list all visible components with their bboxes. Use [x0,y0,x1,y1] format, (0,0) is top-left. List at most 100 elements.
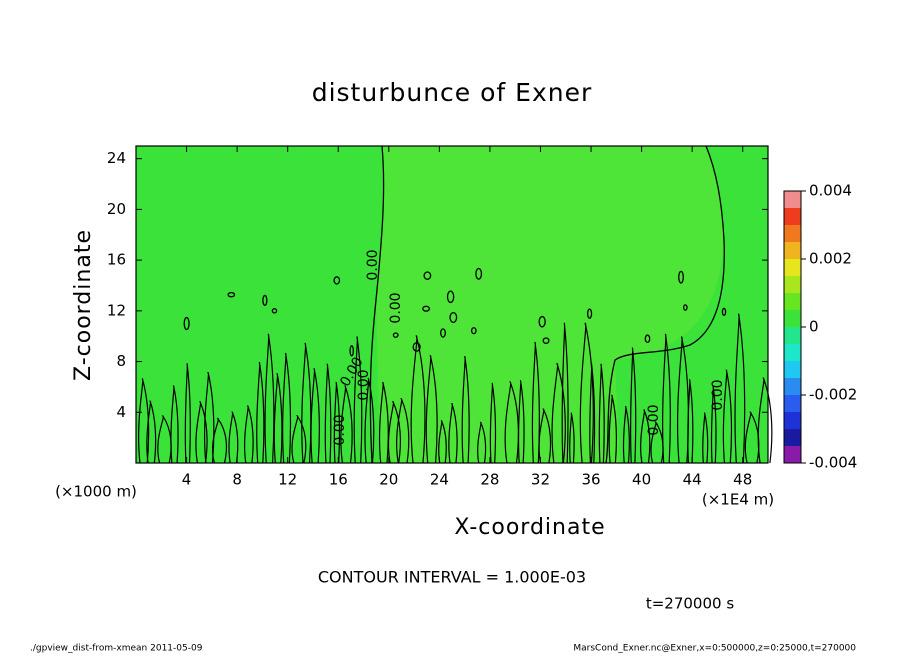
y-tick-label: 12 [107,301,126,319]
colorbar-band [784,242,801,259]
colorbar-band [784,378,801,395]
contour-label: 0.00 [646,404,662,435]
contour-line [353,336,363,464]
colorbar-tick-label: 0.004 [809,182,852,200]
contour-line [138,378,150,464]
colorbar-band [784,412,801,429]
contour-interval: CONTOUR INTERVAL = 1.000E-03 [318,568,586,587]
contour-label: 0.00 [332,414,348,445]
contour-line [622,405,630,464]
x-tick-label: 48 [733,471,752,489]
contour-line [640,409,651,464]
contour-line [644,334,651,344]
plot-frame [135,145,769,464]
colorbar-band [784,208,801,225]
contour-line [569,412,575,464]
colorbar-band [784,259,801,276]
colorbar-band [784,276,801,293]
footer-left: ./gpview_dist-from-xmean 2011-05-09 [30,644,203,654]
contour-line [364,377,375,464]
x-tick-label: 8 [232,471,242,489]
contour-line [333,276,341,285]
contour-line [228,411,239,464]
contour-line [461,356,470,464]
contour-line [448,403,458,464]
contour-line [605,145,725,464]
time-label: t=270000 s [646,595,734,613]
contour-line [683,304,688,311]
colorbar-band [784,225,801,242]
contour-line [687,379,694,464]
colorbar-band [784,327,801,344]
contour-line [410,335,426,464]
contour-line [369,145,385,464]
x-tick-label: 40 [632,471,651,489]
colorbar-band [784,361,801,378]
contour-line [517,380,525,464]
contour-line [310,368,320,464]
contour-line [282,352,292,464]
contour-line [542,337,550,344]
contour-line [579,322,594,464]
x-tick-label: 24 [430,471,449,489]
contour-line [392,332,399,338]
contour-line [273,373,283,464]
colorbar-band [784,429,801,446]
colorbar-band [784,310,801,327]
contour-line [470,327,477,335]
contour-line [629,347,637,464]
contour-line [396,398,410,464]
contour-line [722,369,733,464]
colorbar-band [784,446,801,463]
contour-line [170,385,179,464]
footer-right: MarsCond_Exner.nc@Exner,x=0:500000,z=0:2… [573,644,856,654]
x-tick-label: 16 [329,471,348,489]
contour-line [538,408,552,464]
colorbar-tick-label: 0 [809,318,819,336]
x-unit: (×1E4 m) [702,491,774,509]
plot-area [136,145,773,464]
contour-line [425,355,438,464]
contour-line [333,381,340,464]
y-tick-label: 20 [107,200,126,218]
x-tick-label: 4 [182,471,192,489]
colorbar-band [784,293,801,310]
contour-line [440,328,446,338]
contour-line [710,385,717,464]
contour-line [423,271,432,280]
contour-line [244,405,254,464]
contour-line [438,420,447,464]
contour-line [349,345,354,357]
x-tick-label: 36 [581,471,600,489]
contour-line [256,361,265,464]
contour-line [271,308,278,314]
contour-line [598,363,605,464]
contour-line [531,341,540,464]
y-tick-label: 4 [116,403,126,421]
colorbar-band [784,395,801,412]
contour-line [757,377,773,464]
contour-line [387,401,401,464]
contour-label: 0.00 [365,249,381,280]
contour-line [538,315,546,328]
contour-line [146,400,157,464]
x-tick-label: 44 [683,471,702,489]
contour-line [489,382,497,464]
y-unit: (×1000 m) [55,483,137,501]
x-tick-label: 32 [531,471,550,489]
contour-line [324,363,332,464]
y-tick-label: 8 [116,352,126,370]
x-tick-label: 12 [278,471,297,489]
contour-line [551,362,566,464]
contour-line [264,333,275,464]
contour-line [586,308,593,319]
field-region [376,146,724,463]
y-axis-label: Z-coordinate [71,229,96,381]
contour-line [702,412,709,464]
contour-label: 0.00 [710,379,726,410]
contour-label: 0.00 [356,369,372,400]
contour-line [589,363,596,464]
x-axis-label: X-coordinate [454,515,605,540]
chart-title: disturbunce of Exner [312,78,593,107]
